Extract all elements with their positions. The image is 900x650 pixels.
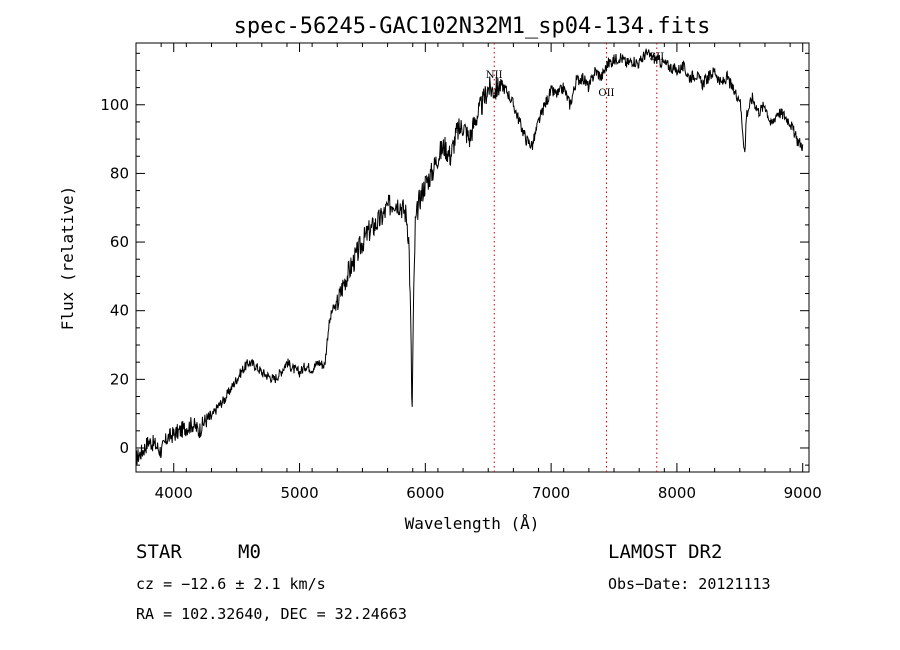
y-tick-label: 40: [110, 302, 129, 320]
redshift-cz: cz = −12.6 ± 2.1 km/s: [136, 575, 326, 593]
survey-name: LAMOST DR2: [608, 541, 723, 563]
x-tick-label: 9000: [784, 484, 822, 502]
coordinates: RA = 102.32640, DEC = 32.24663: [136, 605, 407, 623]
x-axis-label: Wavelength (Å): [405, 514, 540, 533]
spectral-line-label: OII: [598, 88, 614, 99]
x-tick-label: 4000: [155, 484, 193, 502]
x-tick-label: 6000: [406, 484, 444, 502]
y-tick-label: 100: [100, 96, 129, 114]
plot-frame: [135, 42, 810, 473]
object-subclass: M0: [238, 541, 261, 563]
object-class: STAR: [136, 541, 182, 563]
spectral-line-label: NII: [486, 70, 503, 81]
axis-ticks: 4000 5000 6000 7000 8000 9000 0 20 40 60 80 100: [100, 43, 822, 502]
y-tick-label: 0: [119, 439, 129, 457]
x-tick-label: 7000: [532, 484, 570, 502]
y-axis-label: Flux (relative): [58, 186, 77, 331]
y-tick-label: 20: [110, 370, 129, 388]
x-tick-label: 5000: [280, 484, 318, 502]
chart-title: spec-56245-GAC102N32M1_sp04-134.fits: [234, 14, 711, 39]
observation-date: Obs−Date: 20121113: [608, 575, 771, 593]
y-tick-label: 80: [110, 164, 129, 182]
y-tick-label: 60: [110, 233, 129, 251]
spectrum-line: [135, 48, 804, 465]
x-tick-label: 8000: [658, 484, 696, 502]
